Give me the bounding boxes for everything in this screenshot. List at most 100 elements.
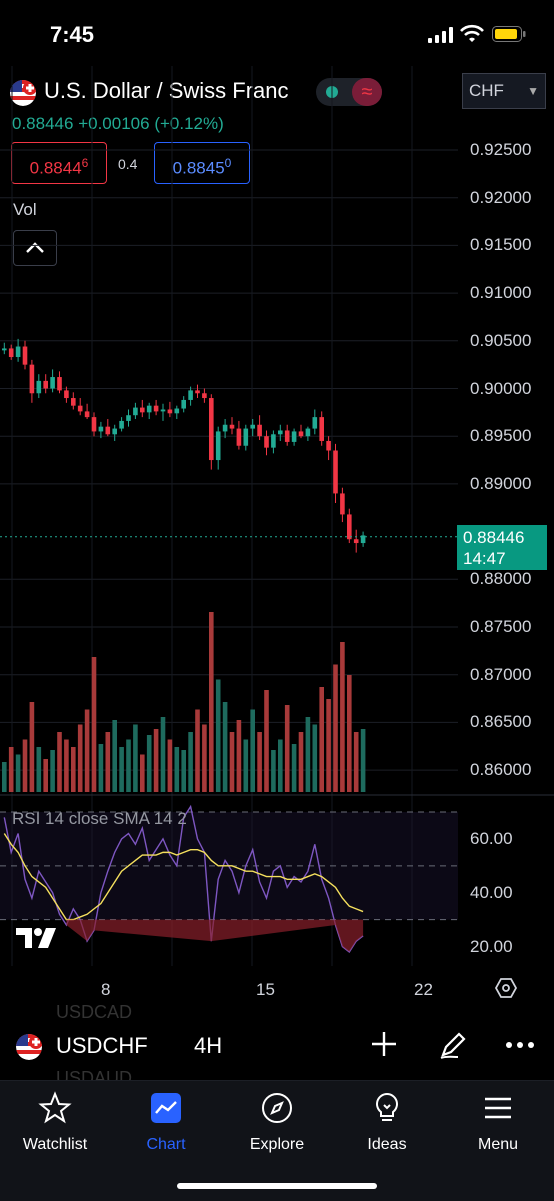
nav-watchlist[interactable]: Watchlist: [5, 1091, 105, 1154]
candle: [333, 450, 338, 494]
bottom-navigation: Watchlist Chart Explore Ideas Menu: [0, 1080, 554, 1201]
usd-chf-flag-icon: [10, 80, 36, 106]
chart-icon: [151, 1093, 181, 1123]
price-axis-label: 0.86500: [470, 712, 532, 732]
symbol-selector[interactable]: USDCHF: [56, 1033, 148, 1058]
candle: [319, 417, 324, 441]
volume-bar: [126, 739, 131, 792]
nav-menu[interactable]: Menu: [448, 1091, 548, 1154]
nav-ideas[interactable]: Ideas: [337, 1091, 437, 1154]
last-price-tag-value: 0.88446: [463, 528, 525, 547]
nav-chart[interactable]: Chart: [116, 1091, 216, 1154]
candle: [326, 440, 331, 451]
symbol-title: U.S. Dollar / Swiss Franc: [44, 78, 289, 103]
price-change: +0.00106: [78, 114, 150, 133]
date-label-22: 22: [414, 980, 433, 999]
candle: [202, 393, 207, 399]
nav-ideas-label: Ideas: [367, 1136, 407, 1153]
chevron-up-icon: [26, 242, 44, 253]
candle: [188, 390, 193, 400]
candle: [160, 409, 166, 412]
candle: [347, 514, 352, 540]
volume-bar: [291, 744, 297, 792]
candle: [291, 431, 297, 442]
candle: [8, 348, 14, 358]
candle: [340, 493, 345, 515]
candle: [174, 408, 180, 414]
last-price: 0.88446: [12, 114, 74, 133]
home-indicator: [177, 1183, 377, 1189]
volume-bar: [160, 717, 166, 792]
volume-bar: [140, 754, 145, 792]
price-chart[interactable]: [0, 66, 554, 1066]
candle: [236, 428, 242, 446]
candle: [360, 535, 366, 544]
rsi-ma-line: [3, 833, 364, 921]
volume-bar: [153, 729, 159, 792]
market-status-toggle[interactable]: ≈: [316, 78, 382, 106]
chart-settings-icon[interactable]: [494, 976, 518, 1000]
currency-value: CHF: [469, 81, 504, 100]
price-axis-label: 0.91500: [470, 235, 532, 255]
volume-bar: [29, 702, 35, 792]
more-options-icon[interactable]: [505, 1040, 535, 1050]
volume-bar: [188, 732, 193, 792]
prev-symbol-ghost: USDCAD: [56, 1002, 133, 1022]
price-axis-label: 0.90000: [470, 378, 532, 398]
volume-bar: [229, 732, 235, 792]
price-axis-label: 0.90500: [470, 330, 532, 350]
interval-selector[interactable]: 4H: [194, 1033, 223, 1058]
volume-bar: [284, 705, 290, 792]
candle: [71, 398, 76, 406]
bar-countdown: 14:47: [463, 549, 506, 568]
candle: [167, 409, 173, 414]
volume-bar: [333, 664, 338, 792]
volume-bar: [119, 747, 124, 792]
candle: [353, 539, 359, 544]
volume-bar: [195, 709, 200, 792]
cellular-signal-icon: [428, 27, 453, 43]
buy-button[interactable]: 0.88450: [154, 142, 250, 184]
volume-bar: [257, 732, 262, 792]
volume-bar: [36, 747, 42, 792]
volume-indicator-label[interactable]: Vol: [13, 200, 37, 219]
candle: [29, 364, 35, 394]
spread-value: 0.4: [118, 156, 138, 172]
candle: [105, 426, 111, 435]
candle: [181, 399, 186, 409]
candle: [84, 411, 90, 418]
volume-bar: [319, 687, 324, 792]
price-axis-label: 0.87500: [470, 617, 532, 636]
volume-bar: [312, 724, 318, 792]
volume-bar: [57, 732, 62, 792]
sell-button[interactable]: 0.88446: [11, 142, 107, 184]
bid-price: 0.8844: [29, 158, 82, 178]
volume-bar: [146, 735, 152, 792]
collapse-indicators-button[interactable]: [13, 230, 57, 266]
volume-bar: [271, 750, 276, 792]
add-icon[interactable]: [370, 1030, 398, 1058]
candle: [77, 405, 83, 412]
drawing-tools-icon[interactable]: [438, 1030, 468, 1060]
volume-bar: [264, 690, 269, 792]
date-label-15: 15: [256, 980, 275, 999]
volume-bar: [133, 724, 138, 792]
nav-explore-label: Explore: [249, 1136, 305, 1153]
candle: [312, 417, 318, 429]
currency-select[interactable]: CHF ▼: [462, 73, 546, 109]
chevron-down-icon: ▼: [527, 84, 539, 98]
volume-bar: [305, 717, 311, 792]
candle: [257, 424, 262, 437]
candle: [140, 407, 145, 413]
symbol-flag-icon: [16, 1034, 42, 1060]
volume-bar: [64, 739, 69, 792]
candle: [22, 346, 28, 365]
volume-bar: [326, 699, 331, 792]
candle: [278, 430, 283, 435]
candle: [250, 424, 255, 429]
candle: [57, 377, 62, 391]
rsi-indicator-label[interactable]: RSI 14 close SMA 14 2: [12, 809, 187, 828]
candle: [133, 407, 138, 416]
volume-bar: [347, 675, 352, 792]
nav-explore[interactable]: Explore: [227, 1091, 327, 1154]
